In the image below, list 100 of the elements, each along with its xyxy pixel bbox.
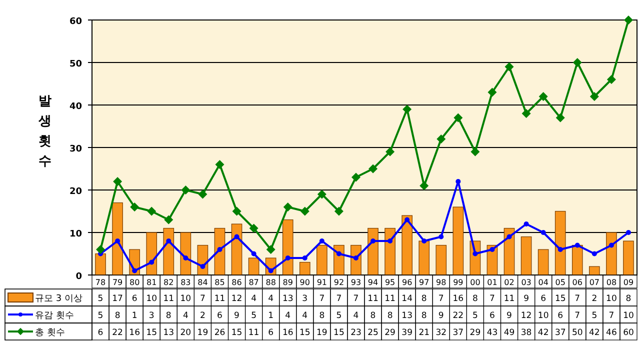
point — [319, 238, 324, 244]
data-label: 22 — [452, 311, 464, 321]
data-label: 3 — [148, 311, 154, 321]
x-tick-label: 84 — [198, 278, 208, 287]
data-label: 4 — [268, 294, 274, 304]
point — [317, 190, 326, 199]
x-tick-label: 81 — [146, 278, 157, 287]
data-label: 39 — [402, 328, 412, 338]
x-tick-label: 04 — [538, 278, 548, 287]
point — [234, 234, 240, 240]
x-tick-label: 87 — [248, 278, 259, 287]
bar — [452, 206, 464, 276]
data-label: 4 — [182, 311, 188, 321]
x-tick-label: 05 — [555, 278, 566, 287]
point — [388, 238, 393, 244]
x-tick-label: 03 — [521, 278, 532, 287]
point — [183, 256, 188, 260]
bar — [504, 228, 515, 276]
point — [456, 179, 461, 184]
data-label: 2 — [200, 311, 206, 321]
data-label: 20 — [180, 328, 192, 338]
data-label: 6 — [217, 311, 222, 321]
data-label: 11 — [163, 294, 174, 304]
bar — [589, 266, 600, 276]
data-label: 9 — [524, 294, 530, 304]
bar — [231, 224, 242, 276]
bar — [146, 232, 158, 276]
point — [232, 206, 242, 216]
data-label: 49 — [504, 328, 515, 338]
x-tick-label: 98 — [436, 278, 446, 287]
data-label: 22 — [112, 328, 123, 338]
point — [166, 238, 172, 244]
x-tick-label: 93 — [350, 278, 362, 287]
data-label: 6 — [98, 328, 104, 338]
data-label: 11 — [384, 294, 396, 304]
point — [132, 268, 138, 274]
data-label: 9 — [234, 311, 240, 321]
data-label: 5 — [98, 294, 104, 304]
data-label: 14 — [402, 294, 412, 304]
data-label: 7 — [574, 311, 580, 321]
data-label: 15 — [554, 294, 566, 304]
bar — [316, 244, 328, 276]
data-label: 15 — [146, 328, 158, 338]
data-label: 6 — [558, 311, 564, 321]
point — [266, 245, 276, 254]
point — [472, 251, 478, 256]
data-label: 16 — [129, 328, 140, 338]
point — [249, 224, 258, 233]
x-tick-label: 79 — [112, 278, 123, 287]
bar — [214, 228, 226, 276]
bar — [554, 210, 566, 276]
bar — [112, 202, 123, 276]
bar — [606, 232, 617, 276]
x-tick-label: 08 — [606, 278, 617, 287]
point — [402, 104, 412, 114]
data-label: 6 — [132, 294, 138, 304]
y-tick-label: 50 — [69, 60, 82, 70]
legend-label: 총 횟수 — [35, 328, 65, 338]
data-label: 11 — [214, 294, 226, 304]
point — [336, 251, 342, 256]
y-axis-title: 발생횟수 — [38, 94, 52, 169]
point — [130, 202, 140, 212]
point — [368, 164, 378, 174]
point — [540, 230, 546, 235]
point — [198, 190, 208, 199]
point — [96, 245, 106, 254]
x-tick-label: 78 — [95, 278, 106, 287]
x-tick-label: 95 — [384, 278, 396, 287]
data-label: 1 — [132, 311, 138, 321]
point — [115, 238, 120, 244]
data-label: 15 — [299, 328, 310, 338]
bar — [402, 215, 412, 276]
y-tick-label: 30 — [69, 144, 82, 154]
point — [300, 206, 310, 216]
point — [181, 186, 190, 194]
point — [351, 172, 360, 182]
data-label: 13 — [402, 311, 412, 321]
data-label: 26 — [214, 328, 226, 338]
data-label: 7 — [490, 294, 495, 304]
x-tick-label: 96 — [402, 278, 412, 287]
x-tick-label: 88 — [266, 278, 276, 287]
bar — [180, 232, 192, 276]
data-label: 29 — [384, 328, 396, 338]
data-label: 10 — [538, 311, 549, 321]
x-tick-label: 91 — [316, 278, 328, 287]
data-label: 7 — [319, 294, 325, 304]
bar — [299, 262, 310, 276]
data-label: 7 — [608, 311, 614, 321]
point — [268, 268, 274, 274]
data-label: 8 — [421, 294, 427, 304]
x-tick-label: 09 — [623, 278, 634, 287]
data-label: 19 — [197, 328, 208, 338]
data-label: 3 — [302, 294, 308, 304]
point — [608, 242, 614, 248]
point — [488, 88, 497, 97]
point — [386, 147, 395, 156]
point — [504, 62, 514, 72]
data-label: 1 — [268, 311, 274, 321]
point — [422, 238, 427, 244]
point — [538, 92, 548, 101]
